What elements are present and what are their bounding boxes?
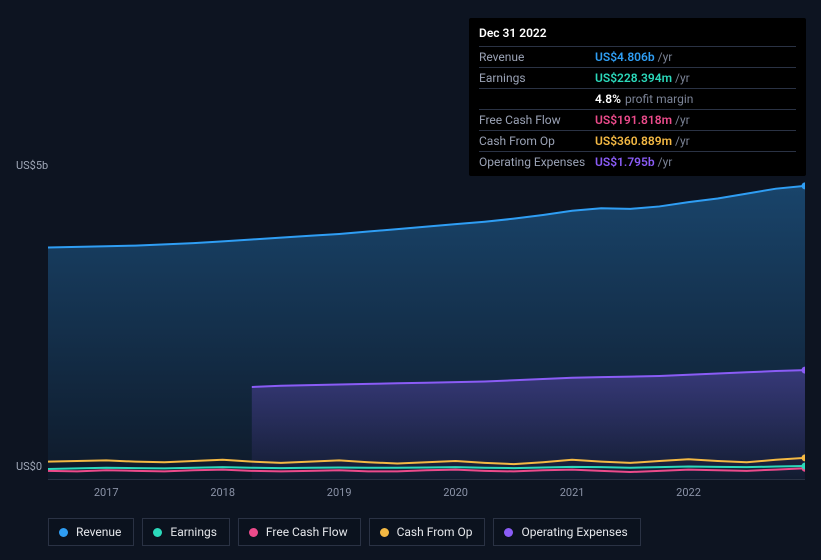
legend-item-earnings[interactable]: Earnings [142, 518, 230, 546]
tooltip-metric-unit: /yr [658, 50, 673, 64]
tooltip-metric-label: Revenue [479, 50, 595, 64]
tooltip-metric-unit: /yr [675, 134, 690, 148]
x-axis-tick-label: 2017 [94, 486, 119, 499]
legend-label: Revenue [76, 525, 121, 539]
chart-tooltip: Dec 31 2022 RevenueUS$4.806b/yrEarningsU… [469, 18, 806, 176]
tooltip-metric-label: Free Cash Flow [479, 113, 595, 127]
tooltip-metric-value: US$4.806b [595, 50, 655, 64]
tooltip-row: EarningsUS$228.394m/yr [479, 68, 796, 89]
legend-swatch [153, 528, 162, 537]
y-axis-tick-label: US$0 [16, 460, 42, 473]
legend-label: Free Cash Flow [266, 525, 348, 539]
tooltip-metric-unit: /yr [658, 155, 673, 169]
tooltip-metric-label: Earnings [479, 71, 595, 85]
x-axis-tick-label: 2018 [210, 486, 235, 499]
legend-item-free_cash_flow[interactable]: Free Cash Flow [238, 518, 361, 546]
legend-item-revenue[interactable]: Revenue [48, 518, 134, 546]
x-axis-tick-label: 2022 [676, 486, 701, 499]
chart-legend: Revenue Earnings Free Cash Flow Cash From O… [48, 518, 641, 546]
y-axis-tick-label: US$5b [16, 159, 48, 172]
legend-swatch [59, 528, 68, 537]
tooltip-metric-unit: /yr [675, 71, 690, 85]
x-axis: 2017 2018 2019 2020 2021 2022 [48, 486, 805, 506]
tooltip-subrow: 4.8% profit margin [479, 89, 796, 110]
tooltip-metric-unit: /yr [675, 113, 690, 127]
tooltip-date: Dec 31 2022 [479, 26, 796, 47]
legend-label: Cash From Op [397, 525, 473, 539]
tooltip-row: Operating ExpensesUS$1.795b/yr [479, 152, 796, 172]
legend-swatch [380, 528, 389, 537]
tooltip-sublabel: profit margin [625, 92, 693, 106]
baseline-rule [48, 479, 805, 480]
legend-label: Operating Expenses [521, 525, 627, 539]
tooltip-row: Cash From OpUS$360.889m/yr [479, 131, 796, 152]
tooltip-metric-label: Cash From Op [479, 134, 595, 148]
tooltip-metric-label: Operating Expenses [479, 155, 595, 169]
tooltip-metric-value: US$191.818m [595, 113, 672, 127]
legend-item-operating_expenses[interactable]: Operating Expenses [493, 518, 640, 546]
legend-swatch [504, 528, 513, 537]
tooltip-metric-value: US$360.889m [595, 134, 672, 148]
chart-plot-area[interactable] [48, 174, 805, 480]
legend-swatch [249, 528, 258, 537]
tooltip-metric-value: US$1.795b [595, 155, 655, 169]
legend-label: Earnings [170, 525, 217, 539]
x-axis-tick-label: 2020 [443, 486, 468, 499]
tooltip-row: RevenueUS$4.806b/yr [479, 47, 796, 68]
tooltip-metric-value: US$228.394m [595, 71, 672, 85]
tooltip-subvalue: 4.8% [595, 92, 621, 106]
tooltip-row: Free Cash FlowUS$191.818m/yr [479, 110, 796, 131]
x-axis-tick-label: 2021 [560, 486, 585, 499]
x-axis-tick-label: 2019 [327, 486, 352, 499]
legend-item-cash_from_op[interactable]: Cash From Op [369, 518, 486, 546]
